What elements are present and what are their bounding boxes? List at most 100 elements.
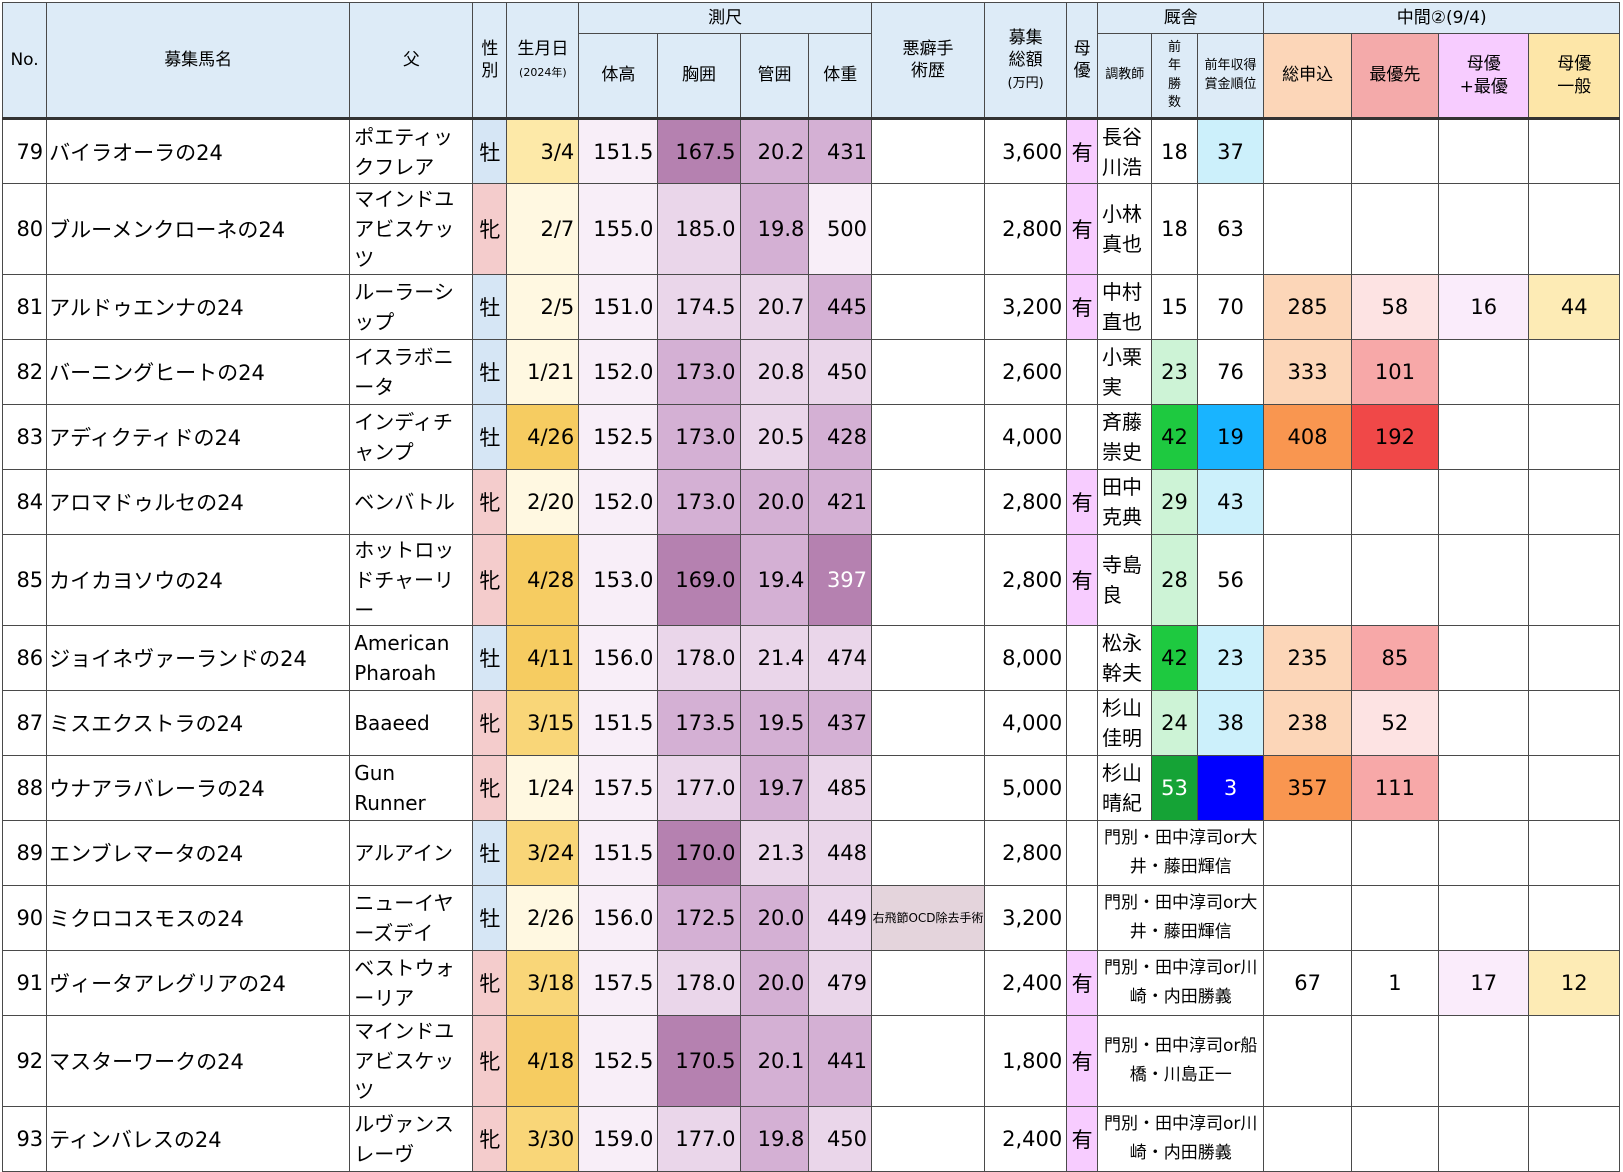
dam-preference-cell <box>1066 339 1099 405</box>
birth-date: 2/26 <box>506 885 580 951</box>
sex-cell: 牝 <box>472 469 508 535</box>
table-row: 88 ウナアラバレーラの24 Gun Runner 牝 1/24 157.5 177.0 19… <box>1 755 1620 821</box>
table-row: 91 ヴィータアレグリアの24 ベストウォーリア牝 3/18 157.5 178.0 20.… <box>1 950 1620 1016</box>
height-cell: 152.0 <box>578 469 659 535</box>
cannon-cell: 19.5 <box>739 690 810 756</box>
row-number: 79 <box>1 118 48 184</box>
table-row: 82 バーニングヒートの24 イスラボニータ牡 1/21 152.0 173.0 20.8 4… <box>1 339 1620 405</box>
birth-date: 3/30 <box>506 1106 580 1172</box>
row-number: 90 <box>1 885 48 951</box>
sex-cell: 牝 <box>472 183 508 275</box>
birth-date: 3/4 <box>506 118 580 184</box>
total-applications-cell: 285 <box>1263 274 1352 340</box>
row-number: 81 <box>1 274 48 340</box>
top-priority-cell: 58 <box>1350 274 1440 340</box>
weight-cell: 450 <box>808 339 873 405</box>
height-cell: 152.5 <box>578 404 659 470</box>
birth-date: 2/7 <box>506 183 580 275</box>
vice-surgery-cell <box>871 183 986 275</box>
girth-cell: 167.5 <box>657 118 741 184</box>
dam-preference-cell: 有 <box>1066 534 1099 626</box>
header-height: 体高 <box>578 33 659 120</box>
sex-cell: 牡 <box>472 625 508 691</box>
header-girth: 胸囲 <box>657 33 741 120</box>
trainer-combined: 門別・田中淳司or大井・藤田輝信 <box>1097 820 1265 886</box>
weight-cell: 448 <box>808 820 873 886</box>
height-cell: 157.5 <box>578 755 659 821</box>
weight-cell: 437 <box>808 690 873 756</box>
row-number: 80 <box>1 183 48 275</box>
sire-name: ベンバトル <box>349 469 474 535</box>
dam-preference-cell <box>1066 755 1099 821</box>
header-price-unit: (万円) <box>1007 76 1044 92</box>
table-header: No. 募集馬名 父 性別 生月日 (2024年) 測尺 悪癖手術歴 募集総額 (万… <box>1 2 1620 120</box>
total-applications-cell <box>1263 534 1352 626</box>
horse-name: マスターワークの24 <box>46 1015 351 1107</box>
dam-priority-cell <box>1438 885 1530 951</box>
dam-priority-cell: 16 <box>1438 274 1530 340</box>
dam-preference-cell: 有 <box>1066 1015 1099 1107</box>
vice-surgery-cell <box>871 404 986 470</box>
top-priority-cell: 1 <box>1350 950 1440 1016</box>
sire-name: ポエティックフレア <box>349 118 474 184</box>
header-prev-rank: 前年収得賞金順位 <box>1196 33 1265 120</box>
total-applications-cell <box>1263 118 1352 184</box>
girth-cell: 174.5 <box>657 274 741 340</box>
dam-preference-cell: 有 <box>1066 950 1099 1016</box>
cannon-cell: 20.1 <box>739 1015 810 1107</box>
weight-cell: 474 <box>808 625 873 691</box>
horse-name: ヴィータアレグリアの24 <box>46 950 351 1016</box>
vice-surgery-cell <box>871 625 986 691</box>
vice-surgery-cell <box>871 339 986 405</box>
header-horse-name: 募集馬名 <box>46 2 351 120</box>
sire-name: ベストウォーリア <box>349 950 474 1016</box>
dam-preference-cell <box>1066 885 1099 951</box>
weight-cell: 450 <box>808 1106 873 1172</box>
top-priority-cell <box>1350 118 1440 184</box>
prev-rank-cell: 76 <box>1196 339 1265 405</box>
vice-surgery-cell <box>871 274 986 340</box>
prev-wins-cell: 24 <box>1151 690 1198 756</box>
cannon-cell: 19.8 <box>739 1106 810 1172</box>
header-birth-label: 生月日 <box>517 38 569 59</box>
price-cell: 3,600 <box>984 118 1068 184</box>
header-stable-group: 厩舎 <box>1097 2 1265 34</box>
dam-priority-cell <box>1438 690 1530 756</box>
dam-general-cell <box>1528 534 1620 626</box>
header-price: 募集総額 (万円) <box>984 2 1068 120</box>
dam-priority-cell <box>1438 1106 1530 1172</box>
header-vice-surgery: 悪癖手術歴 <box>871 2 986 120</box>
row-number: 83 <box>1 404 48 470</box>
trainer-name: 小林真也 <box>1097 183 1153 275</box>
dam-preference-cell <box>1066 625 1099 691</box>
girth-cell: 177.0 <box>657 1106 741 1172</box>
dam-general-cell <box>1528 469 1620 535</box>
horse-name: バイラオーラの24 <box>46 118 351 184</box>
sex-cell: 牡 <box>472 118 508 184</box>
cannon-cell: 19.4 <box>739 534 810 626</box>
total-applications-cell: 67 <box>1263 950 1352 1016</box>
trainer-combined: 門別・田中淳司or川崎・内田勝義 <box>1097 1106 1265 1172</box>
weight-cell: 397 <box>808 534 873 626</box>
vice-surgery-cell <box>871 755 986 821</box>
horse-name: アディクティドの24 <box>46 404 351 470</box>
dam-general-cell <box>1528 339 1620 405</box>
vice-surgery-cell <box>871 1015 986 1107</box>
horse-name: カイカヨソウの24 <box>46 534 351 626</box>
dam-preference-cell <box>1066 690 1099 756</box>
dam-preference-cell: 有 <box>1066 1106 1099 1172</box>
sex-cell: 牡 <box>472 274 508 340</box>
sex-cell: 牡 <box>472 339 508 405</box>
dam-priority-cell <box>1438 820 1530 886</box>
dam-general-cell <box>1528 885 1620 951</box>
header-price-label: 募集総額 <box>1008 27 1043 70</box>
row-number: 92 <box>1 1015 48 1107</box>
prev-wins-cell: 29 <box>1151 469 1198 535</box>
table-row: 81 アルドゥエンナの24 ルーラーシップ牡 2/5 151.0 174.5 20.7 445… <box>1 274 1620 340</box>
weight-cell: 449 <box>808 885 873 951</box>
total-applications-cell: 408 <box>1263 404 1352 470</box>
price-cell: 5,000 <box>984 755 1068 821</box>
top-priority-cell: 111 <box>1350 755 1440 821</box>
price-cell: 2,600 <box>984 339 1068 405</box>
prev-rank-cell: 37 <box>1196 118 1265 184</box>
